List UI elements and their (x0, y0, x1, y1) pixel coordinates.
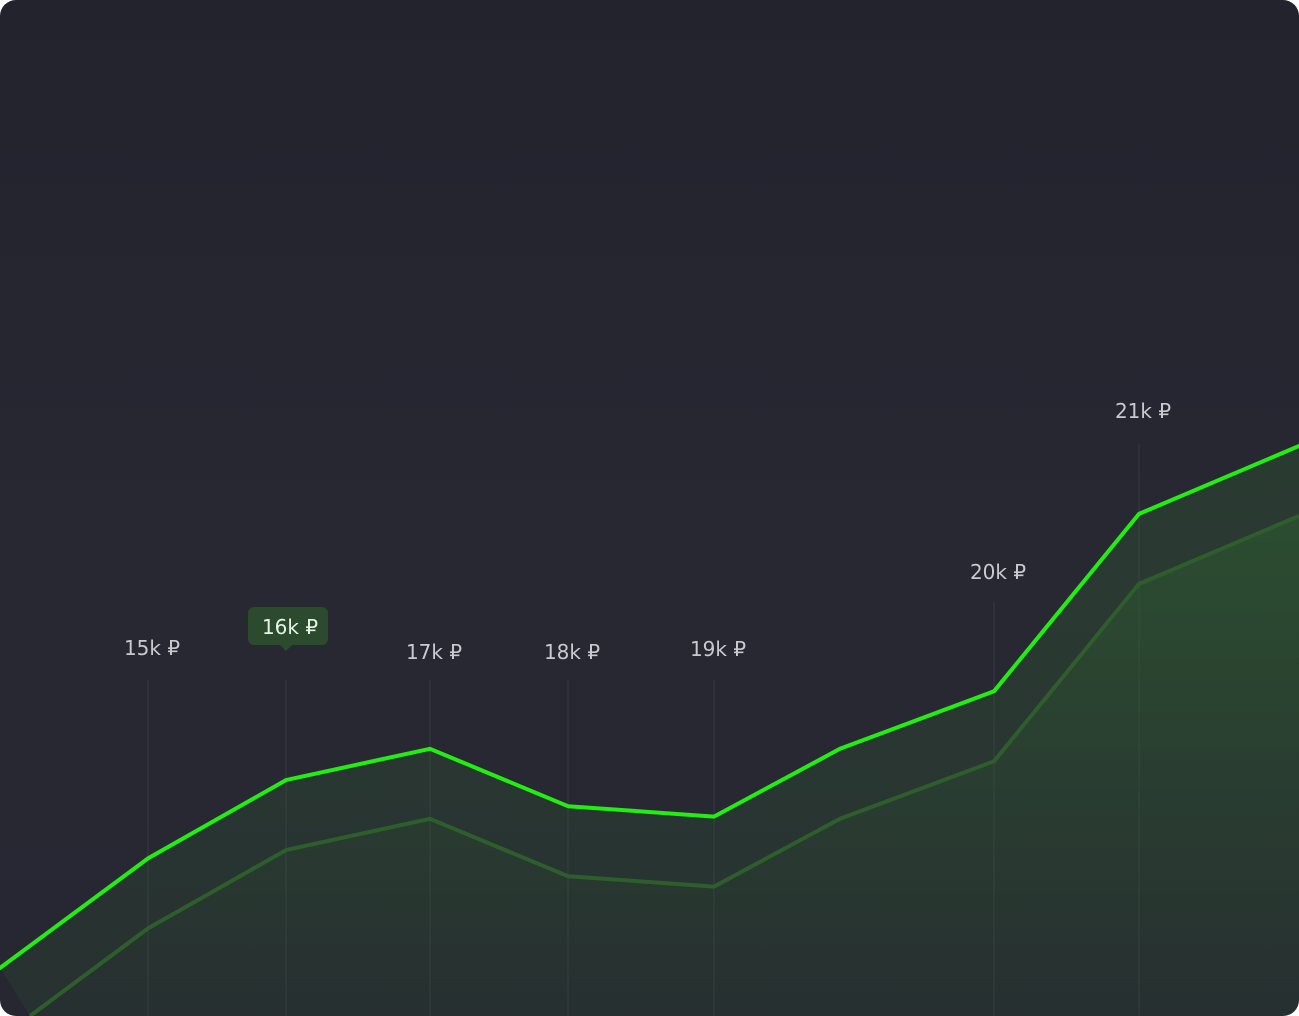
value-label-6: 20k ₽ (970, 560, 1026, 584)
value-label-text: 21k ₽ (1115, 399, 1171, 423)
value-label-4: 18k ₽ (544, 640, 600, 664)
value-label-3: 17k ₽ (406, 640, 462, 664)
value-label-1: 15k ₽ (124, 636, 180, 660)
value-label-5: 19k ₽ (690, 637, 746, 661)
value-label-text: 18k ₽ (544, 640, 600, 664)
value-label-text: 15k ₽ (124, 636, 180, 660)
tooltip-background (248, 607, 328, 645)
tooltip-pointer (280, 645, 292, 651)
value-label-text: 17k ₽ (406, 640, 462, 664)
value-label-text: 19k ₽ (690, 637, 746, 661)
chart-shadow-line (28, 514, 1299, 1016)
chart-area-fill (0, 516, 1299, 1016)
series-line (0, 444, 1299, 970)
value-label-7: 21k ₽ (1115, 399, 1171, 423)
value-label-text: 16k ₽ (262, 615, 318, 639)
value-label-text: 20k ₽ (970, 560, 1026, 584)
value-label-2[interactable]: 16k ₽ (248, 607, 328, 651)
